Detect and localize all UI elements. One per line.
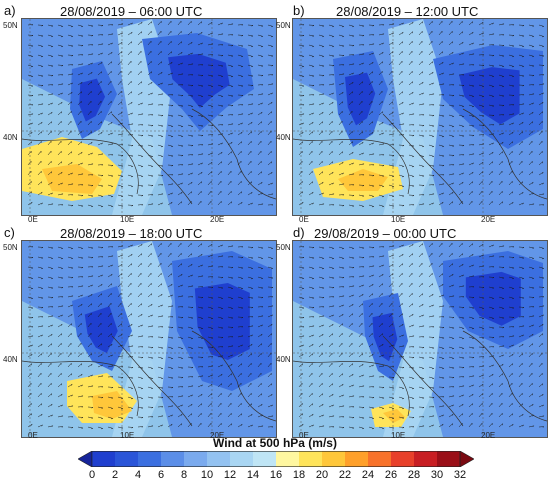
colorbar-tick-label: 10 [200, 469, 214, 481]
panel-title-b: 28/08/2019 – 12:00 UTC [336, 4, 479, 19]
wind-field-b [293, 19, 547, 215]
colorbar-tick-label: 12 [223, 469, 237, 481]
lon-tick-0e-b: 0E [299, 215, 309, 224]
panel-label-a: a) [4, 3, 16, 18]
wind-map-panel-d [292, 240, 548, 438]
colorbar-swatch [368, 451, 392, 467]
colorbar-swatch [414, 451, 438, 467]
colorbar [77, 450, 475, 468]
lon-tick-20e-a: 20E [210, 215, 225, 224]
lat-tick-50n-a: 50N [3, 21, 18, 30]
lon-tick-10e-a: 10E [120, 215, 135, 224]
lon-tick-10e-c: 10E [120, 431, 135, 440]
panel-label-b: b) [293, 3, 305, 18]
colorbar-tick-label: 22 [338, 469, 352, 481]
lon-tick-10e-b: 10E [391, 215, 406, 224]
lat-tick-40n-d: 40N [276, 355, 291, 364]
colorbar-tick-label: 14 [246, 469, 260, 481]
wind-field-c [22, 241, 276, 437]
colorbar-tick-label: 26 [384, 469, 398, 481]
colorbar-swatch [115, 451, 139, 467]
colorbar-swatch [230, 451, 254, 467]
lon-tick-0e-c: 0E [28, 431, 38, 440]
colorbar-swatch [322, 451, 346, 467]
colorbar-tick-label: 2 [111, 469, 119, 481]
wind-map-panel-b [292, 18, 548, 216]
colorbar-tick-label: 20 [315, 469, 329, 481]
colorbar-swatch [161, 451, 185, 467]
lon-tick-20e-b: 20E [481, 215, 496, 224]
colorbar-tick-label: 28 [407, 469, 421, 481]
lat-tick-50n-b: 50N [276, 21, 291, 30]
wind-map-panel-a [21, 18, 277, 216]
colorbar-tick-label: 18 [292, 469, 306, 481]
colorbar-swatch [207, 451, 231, 467]
lat-tick-50n-d: 50N [276, 243, 291, 252]
colorbar-swatch [299, 451, 323, 467]
lon-tick-10e-d: 10E [391, 431, 406, 440]
colorbar-tick-label: 16 [269, 469, 283, 481]
colorbar-tick-label: 4 [134, 469, 142, 481]
colorbar-swatch [253, 451, 277, 467]
lat-tick-40n-c: 40N [3, 355, 18, 364]
colorbar-tick-label: 6 [157, 469, 165, 481]
wind-map-panel-c [21, 240, 277, 438]
lat-tick-40n-a: 40N [3, 133, 18, 142]
lat-tick-50n-c: 50N [3, 243, 18, 252]
panel-title-a: 28/08/2019 – 06:00 UTC [60, 4, 203, 19]
colorbar-swatch [276, 451, 300, 467]
colorbar-title: Wind at 500 hPa (m/s) [213, 436, 337, 450]
colorbar-tick-label: 8 [180, 469, 188, 481]
colorbar-over-arrow [459, 450, 475, 468]
panel-title-d: 29/08/2019 – 00:00 UTC [314, 226, 457, 241]
lat-tick-40n-b: 40N [276, 133, 291, 142]
panel-label-d: d) [293, 225, 305, 240]
panel-title-c: 28/08/2019 – 18:00 UTC [60, 226, 203, 241]
colorbar-swatch [184, 451, 208, 467]
lon-tick-0e-d: 0E [299, 431, 309, 440]
colorbar-swatch [345, 451, 369, 467]
colorbar-tick-label: 24 [361, 469, 375, 481]
colorbar-tick-label: 32 [453, 469, 467, 481]
lon-tick-20e-d: 20E [481, 431, 496, 440]
colorbar-swatches [77, 450, 475, 468]
colorbar-tick-label: 30 [430, 469, 444, 481]
colorbar-swatch [92, 451, 116, 467]
colorbar-swatch [437, 451, 461, 467]
wind-field-d [293, 241, 547, 437]
colorbar-swatch [391, 451, 415, 467]
colorbar-tick-label: 0 [88, 469, 96, 481]
colorbar-under-arrow [77, 450, 93, 468]
wind-field-a [22, 19, 276, 215]
panel-label-c: c) [4, 225, 15, 240]
lon-tick-0e-a: 0E [28, 215, 38, 224]
colorbar-swatch [138, 451, 162, 467]
lon-tick-20e-c: 20E [210, 431, 225, 440]
